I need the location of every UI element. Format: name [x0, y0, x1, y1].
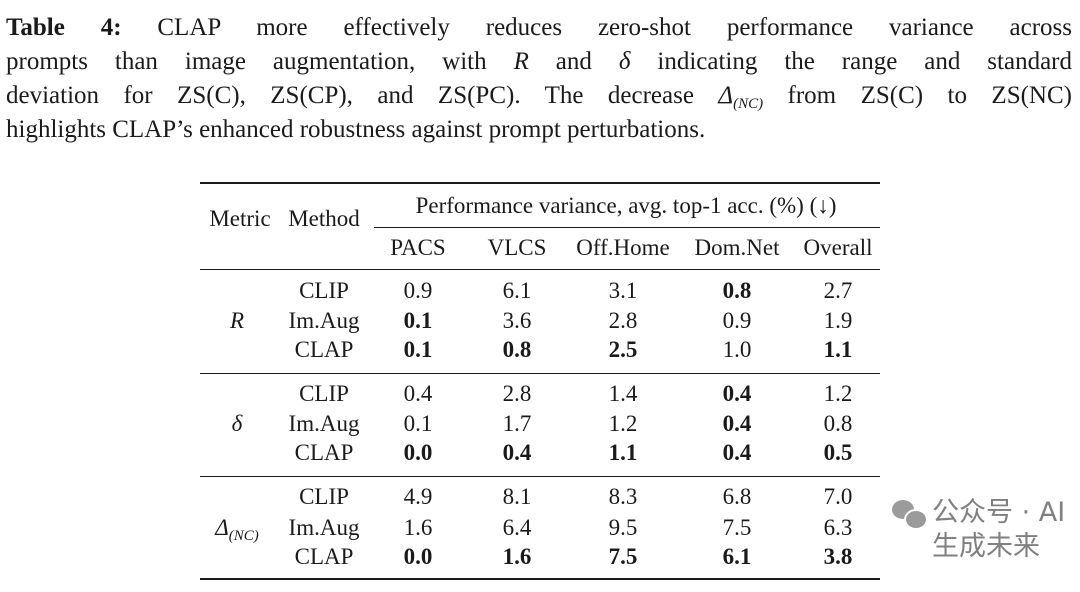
table-cell: 7.0	[823, 484, 853, 509]
table-cell: 2.8	[608, 308, 638, 333]
table-cell: 0.4	[722, 440, 752, 465]
table-cell: 0.5	[823, 440, 853, 465]
caption-text: prompts than image augmentation, with	[6, 48, 514, 75]
watermark-text: 公众号 · AI生成未来	[932, 497, 1066, 562]
table-cell: 3.8	[823, 544, 853, 569]
table-cell: 0.4	[502, 440, 532, 465]
caption-text: indicating the range and standard	[630, 48, 1072, 75]
metric-subscript: (NC)	[228, 528, 259, 544]
symbol-R: R	[513, 48, 529, 75]
section-rule	[200, 476, 880, 477]
table-cell: 0.0	[403, 544, 433, 569]
caption-text: deviation for ZS(C), ZS(CP), and ZS(PC).…	[6, 82, 719, 109]
table-cell: 1.6	[403, 515, 433, 540]
table-cell: 0.4	[722, 381, 752, 406]
table-cell: 6.8	[722, 484, 752, 509]
column-header-overall: Overall	[803, 235, 873, 260]
table-cell: 0.8	[502, 337, 532, 362]
table-cell: 1.2	[608, 411, 638, 436]
method-label: CLIP	[299, 484, 349, 509]
table-cell: 1.1	[608, 440, 638, 465]
metric-symbol: δ	[231, 411, 243, 436]
symbol-delta: δ	[618, 48, 631, 75]
symbol-Delta-subscript: (NC)	[733, 96, 764, 112]
header-metric: Metric	[209, 206, 271, 231]
caption-text: CLAP more effectively reduces zero-shot …	[121, 14, 1072, 41]
caption-line: Table 4: CLAP more effectively reduces z…	[6, 11, 1072, 45]
table-cell: 1.1	[823, 337, 853, 362]
table-cell: 0.1	[403, 337, 433, 362]
table-cell: 4.9	[403, 484, 433, 509]
caption-text: from ZS(C) to ZS(NC)	[763, 82, 1072, 109]
table-cell: 1.4	[608, 381, 638, 406]
table-cell: 0.4	[403, 381, 433, 406]
wechat-icon	[892, 498, 928, 530]
caption-line: deviation for ZS(C), ZS(CP), and ZS(PC).…	[6, 79, 1072, 121]
header-group: Performance variance, avg. top-1 acc. (%…	[415, 193, 837, 218]
watermark: 公众号 · AI生成未来	[892, 496, 1077, 564]
table-cell: 8.1	[502, 484, 532, 509]
table-cell: 0.0	[403, 440, 433, 465]
metric-label: Δ(NC)	[215, 515, 259, 549]
method-label: CLIP	[299, 381, 349, 406]
table-cell: 6.4	[502, 515, 532, 540]
table-cell: 0.9	[403, 278, 433, 303]
metric-label: R	[230, 308, 244, 334]
table-cell: 1.0	[722, 337, 752, 362]
method-label: Im.Aug	[288, 411, 360, 436]
column-header-off-home: Off.Home	[576, 235, 670, 260]
caption-text: highlights CLAP’s enhanced robustness ag…	[6, 116, 706, 143]
bottom-rule	[200, 578, 880, 580]
table-cell: 3.6	[502, 308, 532, 333]
caption-line: highlights CLAP’s enhanced robustness ag…	[6, 113, 1072, 147]
table-cell: 0.9	[722, 308, 752, 333]
metric-symbol: Δ	[215, 515, 229, 540]
method-label: CLAP	[294, 440, 354, 465]
caption-line: prompts than image augmentation, with R …	[6, 45, 1072, 79]
table-cell: 0.8	[722, 278, 752, 303]
table-cell: 3.1	[608, 278, 638, 303]
header-method: Method	[288, 206, 360, 231]
method-label: CLAP	[294, 544, 354, 569]
table-cell: 0.1	[403, 411, 433, 436]
column-header-dom-net: Dom.Net	[694, 235, 780, 260]
table-cell: 7.5	[722, 515, 752, 540]
method-label: Im.Aug	[288, 515, 360, 540]
caption-text: and	[528, 48, 619, 75]
table-cell: 1.6	[502, 544, 532, 569]
table-cell: 1.9	[823, 308, 853, 333]
table-cell: 8.3	[608, 484, 638, 509]
metric-symbol: R	[229, 308, 245, 333]
table-cell: 2.8	[502, 381, 532, 406]
table-cell: 0.4	[722, 411, 752, 436]
method-label: CLIP	[299, 278, 349, 303]
symbol-Delta: Δ	[718, 82, 734, 109]
table-cell: 7.5	[608, 544, 638, 569]
top-rule	[200, 182, 880, 184]
method-label: CLAP	[294, 337, 354, 362]
table-cell: 6.1	[722, 544, 752, 569]
group-rule	[374, 227, 880, 228]
table-cell: 1.7	[502, 411, 532, 436]
table-cell: 2.5	[608, 337, 638, 362]
metric-label: δ	[232, 411, 243, 437]
table-cell: 0.1	[403, 308, 433, 333]
table-label: Table 4:	[6, 14, 122, 41]
method-label: Im.Aug	[288, 308, 360, 333]
section-rule	[200, 373, 880, 374]
table-cell: 9.5	[608, 515, 638, 540]
table-cell: 6.1	[502, 278, 532, 303]
table-cell: 2.7	[823, 278, 853, 303]
table-cell: 0.8	[823, 411, 853, 436]
table-cell: 1.2	[823, 381, 853, 406]
column-header-pacs: PACS	[390, 235, 446, 260]
header-rule	[200, 269, 880, 270]
table-cell: 6.3	[823, 515, 853, 540]
column-header-vlcs: VLCS	[487, 235, 547, 260]
